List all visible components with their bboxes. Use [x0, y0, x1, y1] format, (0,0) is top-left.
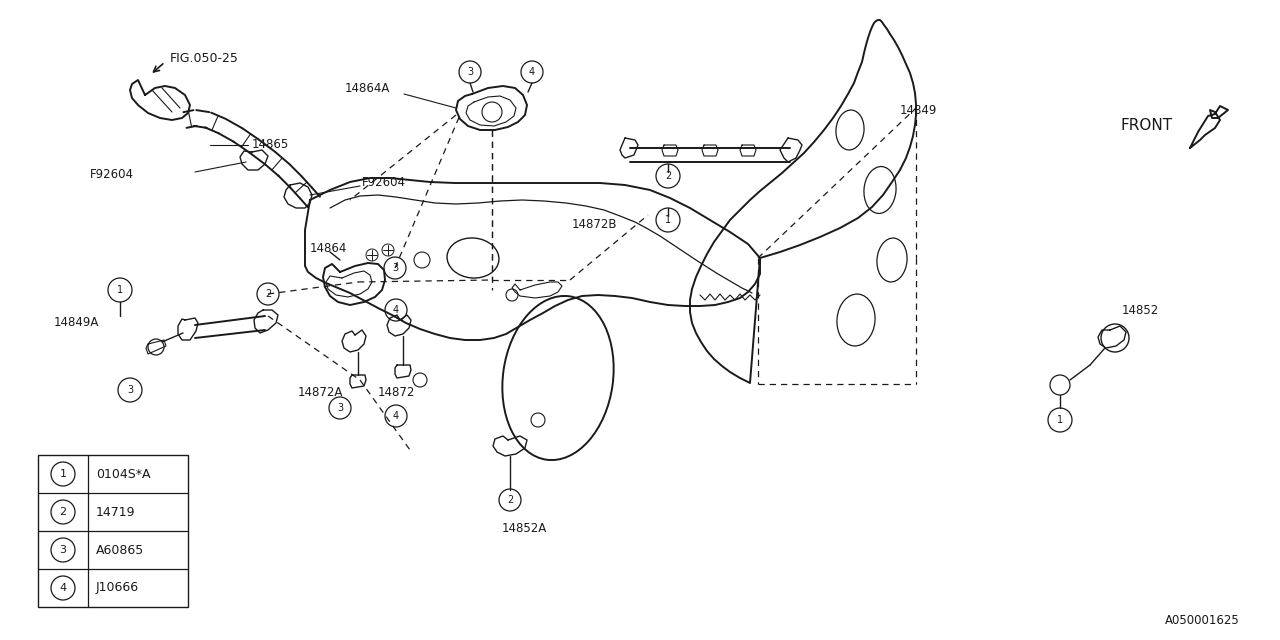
Text: 14864: 14864 — [310, 241, 347, 255]
Text: 1: 1 — [664, 215, 671, 225]
Text: 2: 2 — [59, 507, 67, 517]
Text: 3: 3 — [392, 263, 398, 273]
Text: 14852: 14852 — [1123, 303, 1160, 317]
Text: 4: 4 — [393, 411, 399, 421]
Text: 4: 4 — [59, 583, 67, 593]
Text: 1: 1 — [1057, 415, 1064, 425]
Text: 14872B: 14872B — [572, 218, 617, 232]
Text: F92604: F92604 — [362, 177, 406, 189]
Text: A60865: A60865 — [96, 543, 145, 557]
Text: 2: 2 — [265, 289, 271, 299]
Text: 14849A: 14849A — [54, 316, 100, 328]
Text: J10666: J10666 — [96, 582, 140, 595]
Text: 14719: 14719 — [96, 506, 136, 518]
Text: 14872: 14872 — [378, 387, 416, 399]
Text: 3: 3 — [467, 67, 474, 77]
Text: 14864A: 14864A — [346, 81, 390, 95]
Text: A050001625: A050001625 — [1165, 614, 1240, 627]
Text: 1: 1 — [59, 469, 67, 479]
Bar — [38, 455, 188, 607]
Text: 2: 2 — [507, 495, 513, 505]
Text: 3: 3 — [59, 545, 67, 555]
Text: 3: 3 — [337, 403, 343, 413]
Text: FRONT: FRONT — [1120, 118, 1172, 132]
Text: FIG.050-25: FIG.050-25 — [170, 51, 239, 65]
Text: 4: 4 — [529, 67, 535, 77]
Text: 14849: 14849 — [900, 104, 937, 116]
Text: 14865: 14865 — [252, 138, 289, 152]
Text: 3: 3 — [127, 385, 133, 395]
Text: 4: 4 — [393, 305, 399, 315]
Text: 1: 1 — [116, 285, 123, 295]
Text: 0104S*A: 0104S*A — [96, 467, 151, 481]
Text: 14872A: 14872A — [298, 387, 343, 399]
Text: 14852A: 14852A — [502, 522, 548, 534]
Text: F92604: F92604 — [90, 168, 134, 180]
Text: 2: 2 — [664, 171, 671, 181]
